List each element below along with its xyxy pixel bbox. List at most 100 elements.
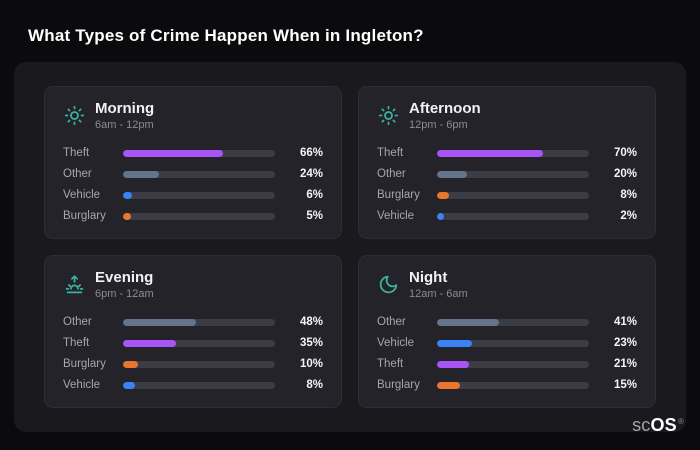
moon-icon xyxy=(377,274,399,296)
bar-fill xyxy=(123,381,136,389)
bar-track xyxy=(437,212,589,220)
percentage-value: 48% xyxy=(299,316,323,329)
percentage-value: 21% xyxy=(613,358,637,371)
category-label: Theft xyxy=(63,337,90,350)
category-label: Burglary xyxy=(377,379,420,392)
bar-row: Burglary 5% xyxy=(63,210,323,222)
category-label: Vehicle xyxy=(63,379,101,392)
bar-fill xyxy=(123,318,196,326)
card-time-range: 6pm - 12am xyxy=(95,288,154,301)
bar-track xyxy=(123,381,275,389)
bar-track xyxy=(437,318,589,326)
card-header: Night 12am - 6am xyxy=(377,269,637,300)
percentage-value: 70% xyxy=(613,147,637,160)
logo-suffix: OS xyxy=(650,415,677,435)
bar-track xyxy=(437,149,589,157)
card-header: Afternoon 12pm - 6pm xyxy=(377,100,637,131)
bar-fill xyxy=(123,212,131,220)
bar-fill xyxy=(123,360,139,368)
bar-track xyxy=(123,191,275,199)
category-label: Other xyxy=(377,316,406,329)
card-night: Night 12am - 6am Other 41% Vehicle 23% Theft… xyxy=(358,255,656,408)
bar-fill xyxy=(437,318,500,326)
bar-fill xyxy=(437,339,472,347)
bar-track xyxy=(437,170,589,178)
bar-row: Other 41% xyxy=(377,316,637,328)
sun-icon xyxy=(377,105,399,127)
scos-logo: scOS® xyxy=(632,415,684,436)
bar-list: Theft 66% Other 24% Vehicle 6% Burglary 5% xyxy=(63,142,323,227)
bar-list: Other 48% Theft 35% Burglary 10% Vehicle 8% xyxy=(63,311,323,396)
bar-row: Theft 21% xyxy=(377,358,637,370)
card-morning: Morning 6am - 12pm Theft 66% Other 24% Vehic… xyxy=(44,86,342,239)
percentage-value: 10% xyxy=(299,358,323,371)
percentage-value: 41% xyxy=(613,316,637,329)
category-label: Other xyxy=(63,316,92,329)
percentage-value: 35% xyxy=(299,337,323,350)
bar-row: Burglary 8% xyxy=(377,189,637,201)
bar-fill xyxy=(123,170,160,178)
card-title: Morning xyxy=(95,100,155,117)
bar-fill xyxy=(123,339,177,347)
card-title: Afternoon xyxy=(409,100,481,117)
percentage-value: 2% xyxy=(620,210,637,223)
percentage-value: 8% xyxy=(306,379,323,392)
card-time-range: 12am - 6am xyxy=(409,288,468,301)
category-label: Burglary xyxy=(377,189,420,202)
card-header-text: Evening 6pm - 12am xyxy=(95,269,154,300)
bar-track xyxy=(123,212,275,220)
category-label: Theft xyxy=(63,147,90,160)
category-label: Other xyxy=(377,168,406,181)
bar-fill xyxy=(437,360,469,368)
card-header-text: Night 12am - 6am xyxy=(409,269,468,300)
bar-fill xyxy=(437,212,444,220)
category-label: Vehicle xyxy=(377,337,415,350)
percentage-value: 23% xyxy=(613,337,637,350)
percentage-value: 6% xyxy=(306,189,323,202)
bar-row: Burglary 15% xyxy=(377,379,637,391)
bar-row: Burglary 10% xyxy=(63,358,323,370)
bar-row: Theft 35% xyxy=(63,337,323,349)
bar-fill xyxy=(123,149,224,157)
bar-fill xyxy=(437,149,544,157)
bar-track xyxy=(437,360,589,368)
card-header: Evening 6pm - 12am xyxy=(63,269,323,300)
card-afternoon: Afternoon 12pm - 6pm Theft 70% Other 20% Bur… xyxy=(358,86,656,239)
registered-mark: ® xyxy=(677,417,684,426)
category-label: Theft xyxy=(377,147,404,160)
bar-fill xyxy=(437,191,450,199)
bar-track xyxy=(437,381,589,389)
card-title: Evening xyxy=(95,269,154,286)
bar-row: Other 20% xyxy=(377,168,637,180)
card-header-text: Morning 6am - 12pm xyxy=(95,100,154,131)
bar-row: Other 24% xyxy=(63,168,323,180)
bar-track xyxy=(123,149,275,157)
bar-fill xyxy=(123,191,133,199)
crime-times-panel: Morning 6am - 12pm Theft 66% Other 24% Vehic… xyxy=(14,62,686,432)
bar-track xyxy=(437,191,589,199)
percentage-value: 20% xyxy=(613,168,637,181)
bar-fill xyxy=(437,170,468,178)
sun-icon xyxy=(63,105,85,127)
bar-row: Vehicle 8% xyxy=(63,379,323,391)
bar-track xyxy=(123,170,275,178)
sunrise-icon xyxy=(63,274,85,296)
bar-list: Other 41% Vehicle 23% Theft 21% Burglary 15% xyxy=(377,311,637,396)
page-title: What Types of Crime Happen When in Ingle… xyxy=(28,26,424,45)
bar-row: Vehicle 23% xyxy=(377,337,637,349)
bar-fill xyxy=(437,381,460,389)
bar-row: Other 48% xyxy=(63,316,323,328)
percentage-value: 5% xyxy=(306,210,323,223)
percentage-value: 15% xyxy=(613,379,637,392)
category-label: Theft xyxy=(377,358,404,371)
bar-row: Theft 66% xyxy=(63,147,323,159)
card-header-text: Afternoon 12pm - 6pm xyxy=(409,100,481,131)
card-header: Morning 6am - 12pm xyxy=(63,100,323,131)
bar-row: Vehicle 6% xyxy=(63,189,323,201)
category-label: Burglary xyxy=(63,210,106,223)
category-label: Vehicle xyxy=(377,210,415,223)
category-label: Other xyxy=(63,168,92,181)
percentage-value: 66% xyxy=(299,147,323,160)
bar-track xyxy=(123,318,275,326)
bar-list: Theft 70% Other 20% Burglary 8% Vehicle 2% xyxy=(377,142,637,227)
